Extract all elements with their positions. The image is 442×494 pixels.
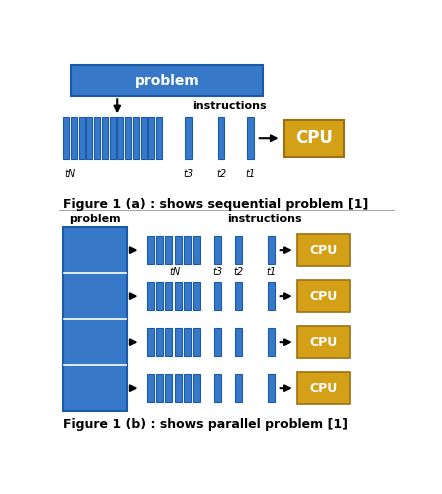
Bar — [267, 236, 274, 264]
Bar — [79, 117, 85, 160]
Bar — [165, 328, 172, 357]
Bar — [184, 328, 191, 357]
Bar — [267, 374, 274, 403]
Text: CPU: CPU — [309, 289, 338, 303]
Bar — [148, 117, 154, 160]
Bar — [218, 117, 224, 160]
Bar — [193, 374, 200, 403]
Bar — [235, 282, 242, 310]
Bar — [284, 120, 344, 157]
Bar — [193, 236, 200, 264]
Bar — [147, 328, 154, 357]
Bar — [175, 236, 182, 264]
Bar — [63, 227, 126, 411]
Text: CPU: CPU — [295, 129, 333, 147]
Text: instructions: instructions — [192, 101, 267, 111]
Bar — [147, 236, 154, 264]
Text: tN: tN — [169, 267, 180, 277]
Bar — [214, 236, 221, 264]
Bar — [214, 282, 221, 310]
Bar — [193, 328, 200, 357]
Bar — [117, 117, 123, 160]
Bar — [175, 374, 182, 403]
Bar — [156, 282, 163, 310]
Bar — [297, 372, 350, 404]
Text: instructions: instructions — [227, 214, 302, 224]
Bar — [133, 117, 139, 160]
Bar — [214, 328, 221, 357]
Bar — [71, 65, 263, 96]
Text: tN: tN — [65, 169, 76, 179]
Bar — [147, 374, 154, 403]
Text: problem: problem — [69, 214, 121, 224]
Bar — [156, 117, 162, 160]
Bar — [214, 374, 221, 403]
Text: Figure 1 (b) : shows parallel problem [1]: Figure 1 (b) : shows parallel problem [1… — [63, 418, 348, 431]
Bar — [63, 117, 69, 160]
Bar — [184, 236, 191, 264]
Text: Figure 1 (a) : shows sequential problem [1]: Figure 1 (a) : shows sequential problem … — [63, 198, 368, 211]
Text: CPU: CPU — [309, 244, 338, 257]
Bar — [297, 281, 350, 312]
Text: t2: t2 — [233, 267, 244, 277]
Bar — [297, 327, 350, 358]
Text: t2: t2 — [216, 169, 226, 179]
Bar — [110, 117, 116, 160]
Text: CPU: CPU — [309, 335, 338, 349]
Text: t3: t3 — [213, 267, 223, 277]
Bar — [186, 117, 192, 160]
Bar — [86, 117, 92, 160]
Bar — [165, 236, 172, 264]
Bar — [184, 374, 191, 403]
Text: problem: problem — [134, 74, 199, 88]
Bar — [147, 282, 154, 310]
Bar — [235, 328, 242, 357]
Bar — [175, 328, 182, 357]
Bar — [267, 282, 274, 310]
Bar — [102, 117, 108, 160]
Bar — [175, 282, 182, 310]
Bar — [297, 234, 350, 266]
Text: t1: t1 — [245, 169, 255, 179]
Text: t3: t3 — [183, 169, 194, 179]
Bar — [165, 374, 172, 403]
Bar — [248, 117, 254, 160]
Bar — [235, 236, 242, 264]
Bar — [193, 282, 200, 310]
Bar — [125, 117, 131, 160]
Bar — [94, 117, 100, 160]
Bar — [156, 236, 163, 264]
Bar — [184, 282, 191, 310]
Text: t1: t1 — [266, 267, 276, 277]
Bar — [156, 328, 163, 357]
Bar — [267, 328, 274, 357]
Text: CPU: CPU — [309, 382, 338, 395]
Bar — [235, 374, 242, 403]
Bar — [156, 374, 163, 403]
Bar — [71, 117, 77, 160]
Bar — [165, 282, 172, 310]
Bar — [141, 117, 147, 160]
